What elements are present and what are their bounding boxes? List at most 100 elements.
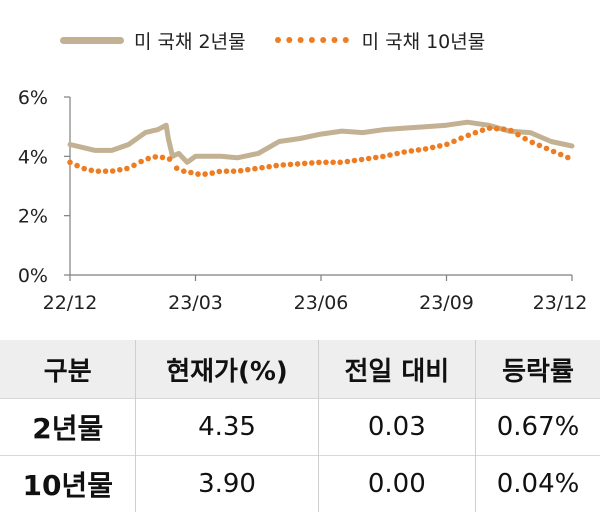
series-point-10y: [181, 168, 187, 174]
series-point-10y: [345, 159, 351, 165]
series-point-10y: [174, 165, 180, 171]
series-point-10y: [309, 160, 315, 166]
header-price: 현재가(%): [136, 340, 318, 399]
x-tick-label: 22/12: [43, 292, 98, 314]
legend-dot: [275, 37, 281, 43]
legend-dot: [297, 37, 303, 43]
series-point-10y: [380, 154, 386, 160]
series-point-10y: [537, 143, 543, 149]
series-point-10y: [323, 160, 329, 166]
series-point-10y: [302, 161, 308, 167]
series-point-10y: [273, 163, 279, 169]
series-point-10y: [188, 170, 194, 176]
series-point-10y: [430, 145, 436, 151]
series-point-10y: [437, 143, 443, 149]
header-rate: 등락률: [476, 340, 600, 399]
series-point-10y: [131, 163, 137, 169]
series-point-10y: [458, 135, 464, 141]
series-point-10y: [366, 156, 372, 162]
series-point-10y: [394, 151, 400, 157]
y-tick-label: 2%: [18, 206, 48, 228]
yield-table: 구분 현재가(%) 전일 대비 등락률 2년물 4.35 0.03 0.67% …: [0, 340, 600, 512]
series-point-10y: [558, 152, 564, 158]
y-tick-label: 0%: [18, 265, 48, 287]
series-point-10y: [480, 127, 486, 133]
series-point-10y: [330, 160, 336, 166]
series-point-10y: [508, 128, 514, 134]
y-tick-label: 6%: [18, 87, 48, 109]
series-point-10y: [565, 155, 571, 161]
x-tick-label: 23/03: [168, 292, 223, 314]
series-point-10y: [224, 168, 230, 174]
table-row: 2년물 4.35 0.03 0.67%: [0, 399, 600, 456]
series-point-10y: [195, 171, 201, 177]
series-point-10y: [466, 133, 472, 139]
series-point-10y: [245, 167, 251, 173]
series-point-10y: [81, 166, 87, 172]
series-point-10y: [124, 166, 130, 172]
legend-swatch-2y: [60, 37, 124, 44]
legend-dot: [308, 37, 314, 43]
series-point-10y: [423, 146, 429, 152]
legend-swatch-10y: [274, 36, 350, 44]
series-point-10y: [110, 168, 116, 174]
series-point-10y: [67, 160, 73, 166]
series-point-10y: [522, 136, 528, 142]
series-point-10y: [238, 168, 244, 174]
series-point-10y: [89, 168, 95, 174]
header-category: 구분: [0, 340, 136, 399]
series-point-10y: [515, 132, 521, 138]
legend-item-10y: 미 국채 10년물: [274, 27, 486, 54]
series-point-10y: [544, 146, 550, 152]
series-point-10y: [295, 161, 301, 167]
series-point-10y: [103, 168, 109, 174]
series-point-10y: [487, 125, 493, 131]
cell-rate-2y: 0.67%: [476, 399, 600, 456]
chart-legend: 미 국채 2년물 미 국채 10년물: [60, 22, 513, 58]
row-label-2y: 2년물: [0, 399, 136, 456]
legend-item-2y: 미 국채 2년물: [60, 27, 246, 54]
series-point-10y: [281, 162, 287, 168]
series-point-10y: [259, 165, 265, 171]
table-header-row: 구분 현재가(%) 전일 대비 등락률: [0, 340, 600, 399]
series-point-10y: [409, 148, 415, 154]
series-point-10y: [231, 168, 237, 174]
x-tick-label: 23/06: [294, 292, 349, 314]
series-point-10y: [209, 170, 215, 176]
series-point-10y: [387, 152, 393, 158]
cell-change-2y: 0.03: [318, 399, 475, 456]
series-point-10y: [117, 167, 123, 173]
header-change: 전일 대비: [318, 340, 475, 399]
series-point-10y: [266, 164, 272, 170]
series-point-10y: [501, 126, 507, 132]
series-point-10y: [288, 162, 294, 168]
y-tick-label: 4%: [18, 146, 48, 168]
series-point-10y: [74, 163, 80, 169]
x-tick-label: 23/09: [419, 292, 474, 314]
legend-dot: [286, 37, 292, 43]
yield-line-chart: 0% 2% 4% 6% 22/12 23/03 23/06 23/09 23/12: [0, 80, 600, 320]
series-point-10y: [359, 157, 365, 163]
series-point-10y: [352, 158, 358, 164]
series-point-10y: [373, 155, 379, 161]
series-point-10y: [444, 142, 450, 148]
series-point-10y: [138, 159, 144, 165]
series-point-10y: [160, 155, 166, 161]
series-point-10y: [451, 139, 457, 145]
series-point-10y: [337, 160, 343, 166]
cell-price-2y: 4.35: [136, 399, 318, 456]
legend-dot: [342, 37, 348, 43]
series-point-10y: [416, 147, 422, 153]
legend-label-10y: 미 국채 10년물: [362, 27, 486, 54]
series-point-10y: [145, 156, 151, 162]
series-point-10y: [202, 171, 208, 177]
series-point-10y: [530, 140, 536, 146]
series-point-10y: [473, 130, 479, 136]
series-point-10y: [316, 160, 322, 166]
legend-dot: [331, 37, 337, 43]
x-tick-label: 23/12: [533, 292, 588, 314]
series-point-10y: [96, 168, 102, 174]
series-point-10y: [401, 149, 407, 155]
series-point-10y: [252, 166, 258, 172]
legend-label-2y: 미 국채 2년물: [134, 27, 246, 54]
